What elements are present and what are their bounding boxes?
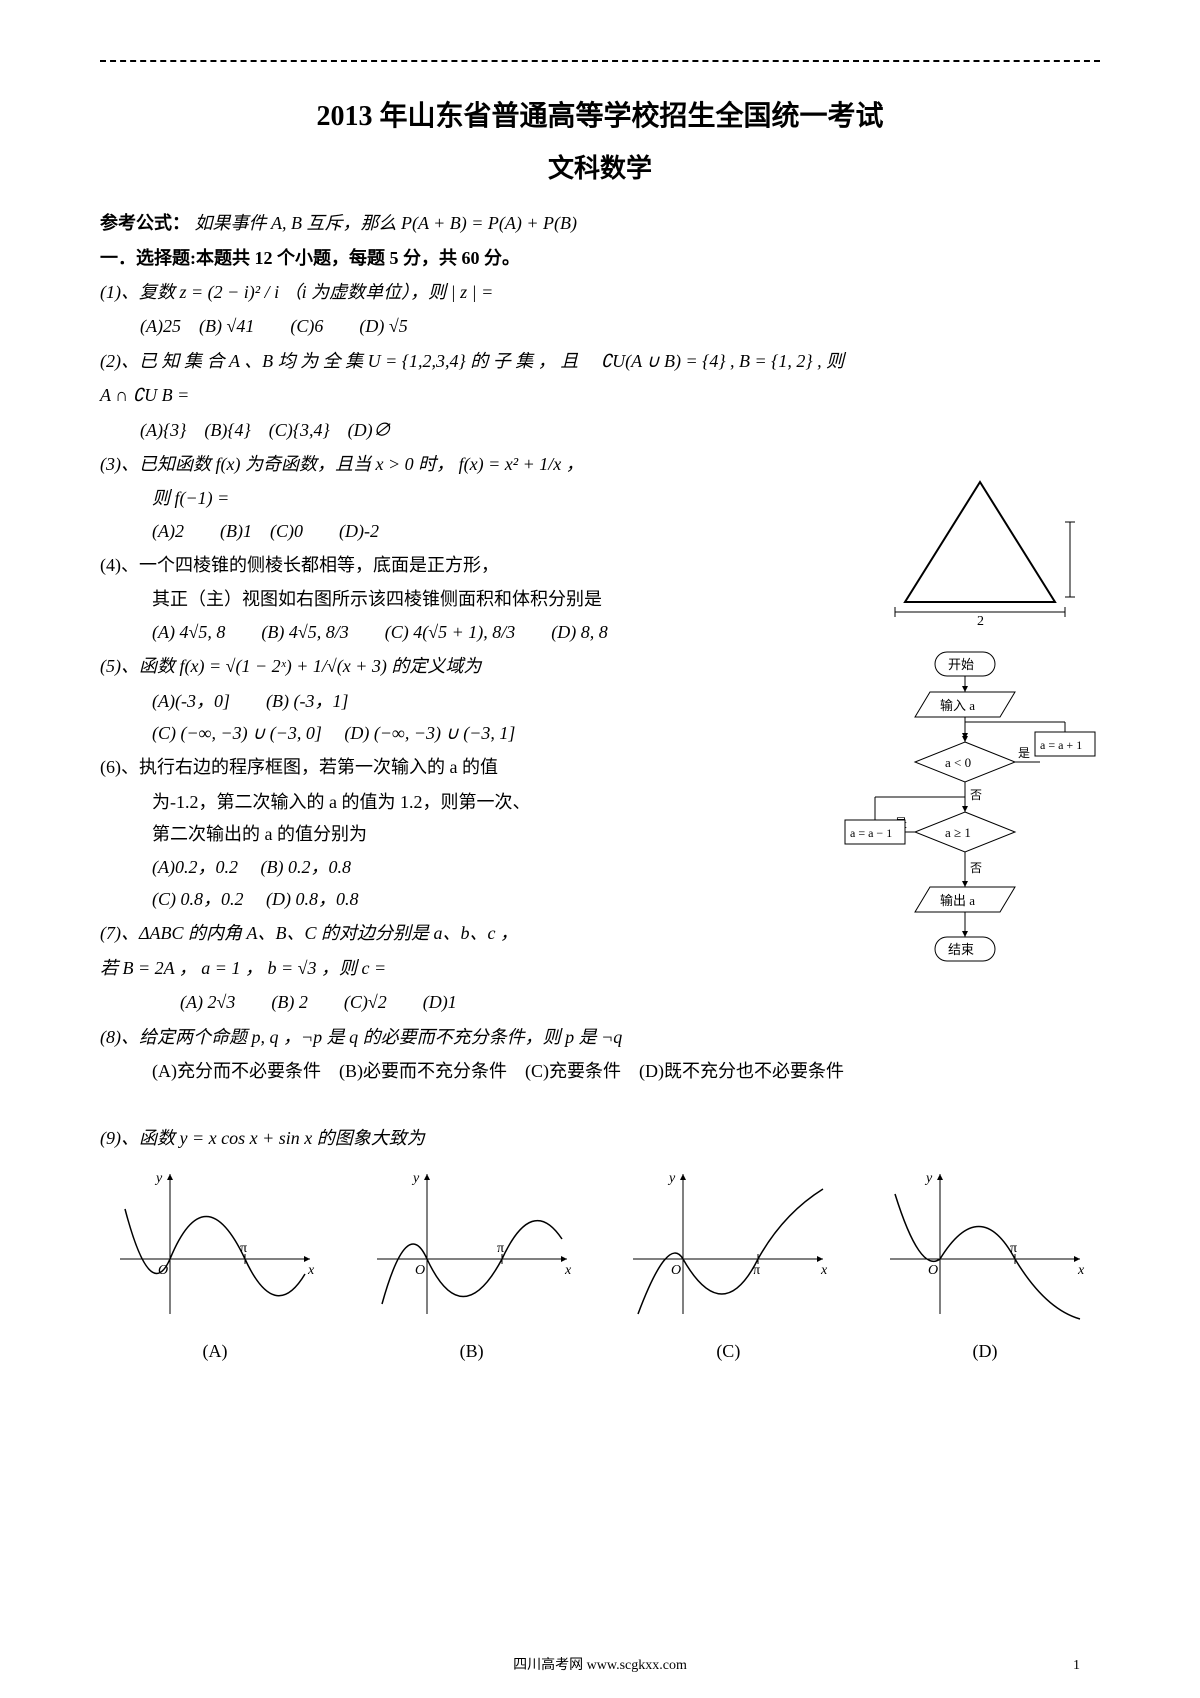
fc-inc: a = a + 1 bbox=[1040, 738, 1082, 752]
formula-text: 如果事件 A, B 互斥，那么 P(A + B) = P(A) + P(B) bbox=[195, 213, 578, 233]
svg-text:O: O bbox=[671, 1263, 681, 1278]
title-line1: 2013 年山东省普通高等学校招生全国统一考试 bbox=[100, 92, 1100, 142]
svg-text:y: y bbox=[924, 1171, 933, 1186]
top-divider bbox=[100, 60, 1100, 62]
fc-output: 输出 a bbox=[940, 893, 975, 908]
graph-b-label: (B) bbox=[367, 1335, 577, 1367]
fc-yes1: 是 bbox=[1018, 746, 1030, 760]
fc-cond2: a ≥ 1 bbox=[945, 825, 971, 840]
q2-stem-c: A ∩ ∁U B = bbox=[100, 379, 1100, 411]
formula-line: 参考公式： 如果事件 A, B 互斥，那么 P(A + B) = P(A) + … bbox=[100, 207, 1100, 239]
pyramid-front-view: 2 2 bbox=[885, 467, 1075, 627]
q2-options: (A){3} (B){4} (C){3,4} (D)∅ bbox=[100, 414, 1100, 446]
q1-options: (A)25 (B) √41 (C)6 (D) √5 bbox=[100, 310, 1100, 342]
q2-stem-a: (2)、已 知 集 合 A 、B 均 为 全 集 U = {1,2,3,4} 的… bbox=[100, 351, 578, 371]
title-line2: 文科数学 bbox=[100, 146, 1100, 193]
q2-stem-b: ∁U(A ∪ B) = {4} , B = {1, 2} , 则 bbox=[601, 351, 844, 371]
svg-text:x: x bbox=[1077, 1263, 1085, 1278]
svg-text:x: x bbox=[564, 1263, 572, 1278]
svg-text:x: x bbox=[820, 1263, 828, 1278]
q2-stem: (2)、已 知 集 合 A 、B 均 为 全 集 U = {1,2,3,4} 的… bbox=[100, 345, 1100, 377]
svg-text:π: π bbox=[1010, 1241, 1017, 1256]
fc-dec: a = a − 1 bbox=[850, 826, 892, 840]
fc-cond1: a < 0 bbox=[945, 755, 971, 770]
pi-label: π bbox=[240, 1241, 247, 1256]
q8-options: (A)充分而不必要条件 (B)必要而不充分条件 (C)充要条件 (D)既不充分也… bbox=[100, 1055, 1100, 1087]
graph-a-wrap: x y O π (A) bbox=[110, 1164, 320, 1367]
graph-c-svg: x y O π bbox=[623, 1164, 833, 1324]
graph-a-label: (A) bbox=[110, 1335, 320, 1367]
q1-stem: (1)、复数 z = (2 − i)² / i （i 为虚数单位），则 | z … bbox=[100, 276, 1100, 308]
svg-text:O: O bbox=[928, 1263, 938, 1278]
graph-b-wrap: x y O π (B) bbox=[367, 1164, 577, 1367]
q9-stem: (9)、函数 y = x cos x + sin x 的图象大致为 bbox=[100, 1122, 1100, 1154]
page-footer: 四川高考网 www.scgkxx.com bbox=[100, 1653, 1100, 1678]
graph-d-wrap: x y O π (D) bbox=[880, 1164, 1090, 1367]
svg-text:y: y bbox=[667, 1171, 676, 1186]
graph-c-label: (C) bbox=[623, 1335, 833, 1367]
graph-b-svg: x y O π bbox=[367, 1164, 577, 1324]
axis-y-label: y bbox=[154, 1171, 163, 1186]
fc-no1: 否 bbox=[970, 788, 982, 802]
section-heading: 一．选择题:本题共 12 个小题，每题 5 分，共 60 分。 bbox=[100, 242, 1100, 274]
svg-text:y: y bbox=[411, 1171, 420, 1186]
formula-label: 参考公式： bbox=[100, 213, 190, 233]
graph-d-label: (D) bbox=[880, 1335, 1090, 1367]
graph-c-wrap: x y O π (C) bbox=[623, 1164, 833, 1367]
fc-end: 结束 bbox=[948, 942, 974, 957]
fc-input: 输入 a bbox=[940, 698, 975, 713]
graph-a-svg: x y O π bbox=[110, 1164, 320, 1324]
svg-text:O: O bbox=[415, 1263, 425, 1278]
svg-text:π: π bbox=[497, 1241, 504, 1256]
axis-x-label: x bbox=[307, 1263, 315, 1278]
fc-no2: 否 bbox=[970, 861, 982, 875]
pyramid-base-label: 2 bbox=[977, 614, 984, 627]
flowchart-svg: 开始 输入 a a < 0 是 a = a + 1 否 a ≥ 1 是 a = … bbox=[840, 647, 1100, 1017]
fc-start: 开始 bbox=[948, 657, 974, 672]
right-figures: 2 2 开始 输入 a a < 0 是 a = a + 1 否 a ≥ 1 是 bbox=[840, 467, 1120, 1027]
q9-graphs-row: x y O π (A) x y O π (B) x y O π bbox=[100, 1164, 1100, 1367]
page-number: 1 bbox=[1073, 1653, 1080, 1678]
graph-d-svg: x y O π bbox=[880, 1164, 1090, 1324]
